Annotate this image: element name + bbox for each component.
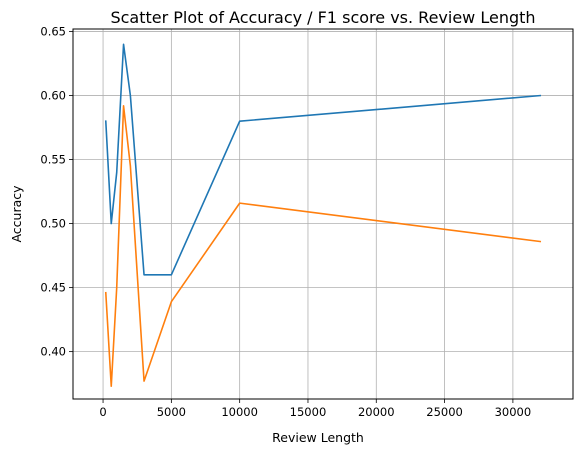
x-tick-label: 10000 (221, 405, 258, 419)
x-tick-label: 15000 (290, 405, 327, 419)
chart-title: Scatter Plot of Accuracy / F1 score vs. … (110, 8, 535, 27)
y-tick-label: 0.60 (40, 89, 66, 103)
grid (73, 29, 573, 399)
series-line-1 (104, 43, 542, 276)
y-axis-label: Accuracy (9, 185, 24, 243)
series-layer (104, 43, 542, 388)
x-tick-label: 30000 (495, 405, 532, 419)
y-tick-label: 0.40 (40, 345, 66, 359)
y-tick-label: 0.50 (40, 217, 66, 231)
plot-frame (72, 28, 574, 400)
x-tick-label: 25000 (426, 405, 463, 419)
x-axis-label: Review Length (272, 430, 364, 445)
y-tick-label: 0.55 (40, 153, 66, 167)
x-tick-label: 0 (99, 405, 106, 419)
x-tick-label: 20000 (358, 405, 395, 419)
series-line-2 (104, 105, 542, 388)
ticks: 0 5000 10000 15000 20000 25000 30000 0.40 0.45 0.… (40, 25, 531, 419)
y-tick-label: 0.45 (40, 281, 66, 295)
y-tick-label: 0.65 (40, 25, 66, 39)
x-tick-label: 5000 (157, 405, 186, 419)
